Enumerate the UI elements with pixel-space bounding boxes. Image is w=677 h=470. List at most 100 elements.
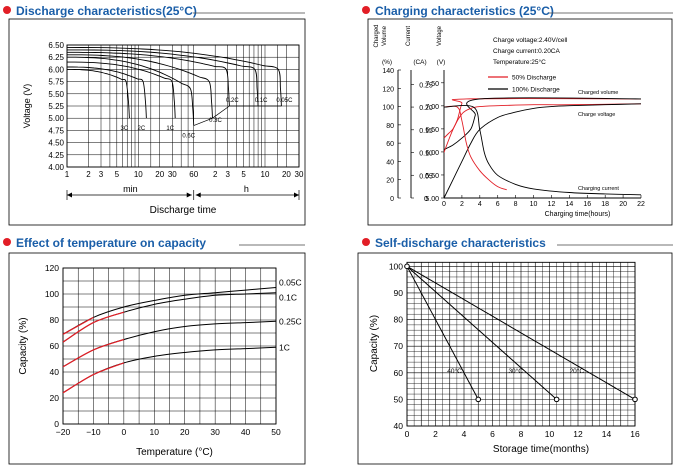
x-tick-label: 6 xyxy=(490,429,495,439)
voltage-tick-label: 7.50 xyxy=(425,81,439,88)
x-tick-label: 14 xyxy=(602,429,612,439)
y-tick-label: 40 xyxy=(394,421,404,431)
y-tick-label: 120 xyxy=(45,263,59,273)
discharge-curve-0.05C xyxy=(66,46,282,107)
x-tick-label: 2 xyxy=(460,201,464,208)
curve-label: 1C xyxy=(166,126,174,132)
charging-curve xyxy=(443,97,642,150)
current-tick-label: 0.10 xyxy=(419,151,433,158)
plot-area-border xyxy=(66,44,300,168)
curve-label: 0.05C xyxy=(279,278,302,288)
x-tick-label: 12 xyxy=(573,429,583,439)
y-tick-label: 20 xyxy=(50,393,60,403)
volume-tick-label: 120 xyxy=(382,86,394,93)
bullet-icon xyxy=(362,6,370,14)
x-tick-label-h: 5 xyxy=(241,170,246,179)
x-tick-label: 8 xyxy=(514,201,518,208)
charging-curve xyxy=(443,105,507,191)
charging-panel-frame xyxy=(367,18,673,226)
end-point xyxy=(553,396,560,403)
y-tick-label: 5.25 xyxy=(48,102,64,111)
x-tick-label: 10 xyxy=(545,429,555,439)
x-tick-label-h: 3 xyxy=(226,170,231,179)
x-tick-label: 20 xyxy=(619,201,627,208)
condition-text: Charge voltage:2.40V/cell xyxy=(493,37,568,44)
temperature-panel-frame xyxy=(8,252,306,465)
x-axis-title: Storage time(months) xyxy=(493,444,589,455)
x-tick-label-min: 2 xyxy=(86,170,91,179)
x-tick-label: 6 xyxy=(496,201,500,208)
x-tick-label: 14 xyxy=(565,201,573,208)
y-tick-label: 90 xyxy=(394,288,404,298)
y-tick-label: 4.50 xyxy=(48,139,64,148)
x-tick-label: 20 xyxy=(180,427,190,437)
y-tick-label: 70 xyxy=(394,341,404,351)
y-tick-label: 100 xyxy=(389,261,403,271)
discharge-curve-2C xyxy=(67,66,147,119)
x-tick-label: 10 xyxy=(150,427,160,437)
temperature-curve-0.05C xyxy=(62,287,277,335)
volume-axis-title: Volume xyxy=(382,25,388,46)
x-tick-label-min: 20 xyxy=(155,170,164,179)
y-tick-label: 6.50 xyxy=(48,41,64,50)
plot-area-border xyxy=(406,261,636,427)
current-unit: (CA) xyxy=(413,59,426,66)
volume-axis-title: Charged xyxy=(374,24,380,47)
x-tick-label: 4 xyxy=(462,429,467,439)
y-tick-label: 4.00 xyxy=(48,163,64,172)
current-tick-label: 0.05 xyxy=(419,173,433,180)
curve-label: 0.1C xyxy=(279,293,297,303)
min-label: min xyxy=(123,184,138,194)
x-tick-label-min: 60 xyxy=(189,170,198,179)
curve-label: 0.25C xyxy=(279,316,302,326)
x-tick-label: 10 xyxy=(530,201,538,208)
discharge-curve-1C xyxy=(67,61,176,119)
curve-label: 0.05C xyxy=(276,98,293,104)
x-tick-label: 12 xyxy=(548,201,556,208)
current-axis-title: Current xyxy=(406,26,412,46)
voltage-tick-label: 6.00 xyxy=(425,150,439,157)
curve-label: 20°C xyxy=(570,367,585,375)
y-tick-label: 80 xyxy=(394,315,404,325)
charging-curve xyxy=(443,103,642,199)
arrow-head xyxy=(67,192,72,198)
charging-curve xyxy=(443,104,642,196)
voltage-tick-label: 5.50 xyxy=(425,173,439,180)
cutoff-segment xyxy=(212,105,230,119)
curve-label: 0.3C xyxy=(209,118,222,124)
x-tick-label: 22 xyxy=(637,201,645,208)
temperature-curve-lowtemp-1C xyxy=(62,362,125,394)
y-tick-label: 4.25 xyxy=(48,151,64,160)
cutoff-segment xyxy=(193,117,213,126)
x-tick-label: 2 xyxy=(433,429,438,439)
y-tick-label: 100 xyxy=(45,289,59,299)
x-tick-label: 8 xyxy=(519,429,524,439)
current-tick-label: 0.25 xyxy=(419,82,433,89)
y-tick-label: 0 xyxy=(54,419,59,429)
curve-label: 0.1C xyxy=(255,98,268,104)
charging-curve xyxy=(443,98,642,139)
curve-label: 2C xyxy=(138,126,146,132)
arrow-head xyxy=(294,192,299,198)
x-tick-label: 16 xyxy=(583,201,591,208)
volume-tick-label: 0 xyxy=(390,196,394,203)
volume-tick-label: 60 xyxy=(386,141,394,148)
voltage-tick-label: 6.50 xyxy=(425,127,439,134)
end-point xyxy=(475,396,482,403)
discharge-curve-0.1C xyxy=(66,49,259,107)
volume-tick-label: 140 xyxy=(382,68,394,75)
temperature-curve-lowtemp-0.25C xyxy=(62,338,125,368)
volume-tick-label: 100 xyxy=(382,105,394,112)
bullet-icon xyxy=(3,238,11,246)
curve-label: 0.6C xyxy=(182,134,195,140)
x-tick-label: 18 xyxy=(601,201,609,208)
curve-label: 3C xyxy=(121,126,129,132)
volume-tick-label: 40 xyxy=(386,159,394,166)
plot-area-border xyxy=(62,267,277,425)
y-axis-title: Voltage (V) xyxy=(22,84,32,129)
condition-text: Temperature:25°C xyxy=(493,58,546,66)
x-tick-label-min: 10 xyxy=(134,170,143,179)
